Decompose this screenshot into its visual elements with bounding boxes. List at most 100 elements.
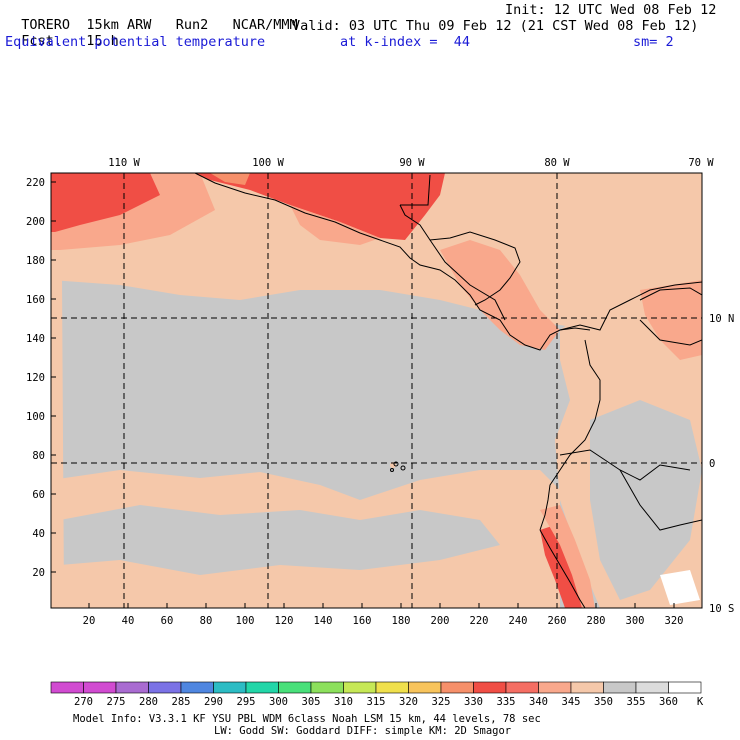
band-335-central-america <box>440 240 560 350</box>
colorbar-swatch <box>603 681 637 694</box>
colorbar-swatch <box>180 681 214 694</box>
model-name: TORERO <box>21 17 71 33</box>
x-tick-label: 20 <box>83 615 96 627</box>
x-tick-label: 200 <box>431 615 450 627</box>
header-field: Equivalent potential temperature <box>5 34 266 50</box>
colorbar-swatch <box>635 681 669 694</box>
galapagos-island-3 <box>390 468 394 472</box>
header-level: at k-index = 44 <box>340 34 471 50</box>
x-tick-label: 40 <box>122 615 135 627</box>
colorbar-label: 355 <box>627 696 646 708</box>
lon-label: 110 W <box>108 157 140 169</box>
y-tick-label: 140 <box>26 333 45 345</box>
x-tick-label: 260 <box>548 615 567 627</box>
map-field <box>51 173 702 608</box>
coast-yucatan <box>399 204 521 306</box>
colorbar-label: 315 <box>367 696 386 708</box>
colorbar-label: 290 <box>204 696 223 708</box>
fcst-label: Fcst. <box>21 33 62 49</box>
footer-physics: LW: Godd SW: Goddard DIFF: simple KM: 2D… <box>214 725 511 737</box>
band-335-peru-inland <box>540 505 595 608</box>
colorbar-label: 335 <box>497 696 516 708</box>
band-355-white-south <box>660 570 700 605</box>
x-tick-label: 100 <box>236 615 255 627</box>
colorbar-swatch <box>668 681 702 694</box>
colorbar-label: 285 <box>172 696 191 708</box>
colorbar-swatch <box>375 681 409 694</box>
galapagos-island-1 <box>393 461 399 467</box>
x-tick-label: 220 <box>470 615 489 627</box>
x-tick-label: 320 <box>665 615 684 627</box>
y-tick-label: 80 <box>32 450 45 462</box>
colorbar-label: 295 <box>237 696 256 708</box>
coast-peru <box>539 529 586 608</box>
model-org: NCAR/MMM <box>232 17 298 33</box>
y-tick-label: 60 <box>32 489 45 501</box>
colorbar-label: 350 <box>594 696 613 708</box>
band-gray-strip <box>60 290 600 345</box>
colorbar-swatch <box>473 681 507 694</box>
lat-label: 10 N <box>709 313 734 325</box>
lat-labels: 10 N 0 10 S <box>709 313 734 615</box>
lon-label: 70 W <box>688 157 714 169</box>
x-tick-label: 140 <box>314 615 333 627</box>
y-tick-label: 200 <box>26 216 45 228</box>
border-ecuador-peru <box>559 449 691 481</box>
model-resolution: 15km ARW <box>86 17 152 33</box>
x-tick-label: 160 <box>353 615 372 627</box>
colorbar-label: 320 <box>399 696 418 708</box>
band-340-west-edge <box>51 280 64 600</box>
band-335-colombia <box>640 280 702 360</box>
colorbar-swatch <box>245 681 279 694</box>
colorbar-label: 340 <box>529 696 548 708</box>
colorbar-label: 275 <box>107 696 126 708</box>
colorbar-swatch <box>538 681 572 694</box>
colorbar-swatch <box>278 681 312 694</box>
colorbar-swatch <box>408 681 442 694</box>
colorbar: 270 275 280 285 290 295 300 305 310 315 320 325 330 3… <box>50 681 702 708</box>
footer-model-info: Model Info: V3.3.1 KF YSU PBL WDM 6class… <box>73 713 541 725</box>
y-tick-label: 220 <box>26 177 45 189</box>
border-mexico-guatemala <box>400 174 431 206</box>
lon-label: 90 W <box>399 157 425 169</box>
header-model: TORERO 15km ARW Run2 NCAR/MMM <box>5 3 298 33</box>
border-central-america <box>429 239 506 321</box>
coast-cuba <box>639 287 702 301</box>
band-340-north <box>51 173 702 330</box>
fcst-value: 15 h <box>86 33 119 49</box>
colorbar-swatch <box>213 681 247 694</box>
y-tick-label: 100 <box>26 411 45 423</box>
header-valid: Valid: 03 UTC Thu 09 Feb 12 (21 CST Wed … <box>292 18 699 34</box>
colorbar-swatch <box>505 681 539 694</box>
colorbar-label: 300 <box>269 696 288 708</box>
border-peru-brazil <box>619 469 702 531</box>
colorbar-label: 325 <box>432 696 451 708</box>
y-tick-label: 20 <box>32 567 45 579</box>
coast-mexico <box>194 173 591 351</box>
x-tick-label: 280 <box>587 615 606 627</box>
colorbar-swatch <box>83 681 117 694</box>
colorbar-swatch <box>343 681 377 694</box>
colorbar-label: 310 <box>334 696 353 708</box>
header-fcst: Fcst. 15 h <box>5 19 119 49</box>
x-tick-label: 180 <box>392 615 411 627</box>
x-tick-label: 60 <box>161 615 174 627</box>
colorbar-label: 305 <box>302 696 321 708</box>
colorbar-label: 345 <box>562 696 581 708</box>
x-axis-labels: 20 40 60 80 100 120 140 160 180 200 220 … <box>83 615 684 627</box>
lat-label: 0 <box>709 458 715 470</box>
colorbar-swatch <box>50 681 84 694</box>
x-axis-ticks <box>88 603 675 608</box>
y-tick-label: 160 <box>26 294 45 306</box>
coast-colombia-ecuador <box>539 339 601 531</box>
band-350-andes-gray <box>590 400 702 600</box>
x-tick-label: 300 <box>626 615 645 627</box>
colorbar-swatch <box>440 681 474 694</box>
band-325-northwest <box>51 173 160 232</box>
lon-label: 80 W <box>544 157 570 169</box>
header-init: Init: 12 UTC Wed 08 Feb 12 <box>505 2 717 18</box>
x-tick-label: 120 <box>275 615 294 627</box>
colorbar-swatch <box>570 681 604 694</box>
colorbar-label: 280 <box>139 696 158 708</box>
